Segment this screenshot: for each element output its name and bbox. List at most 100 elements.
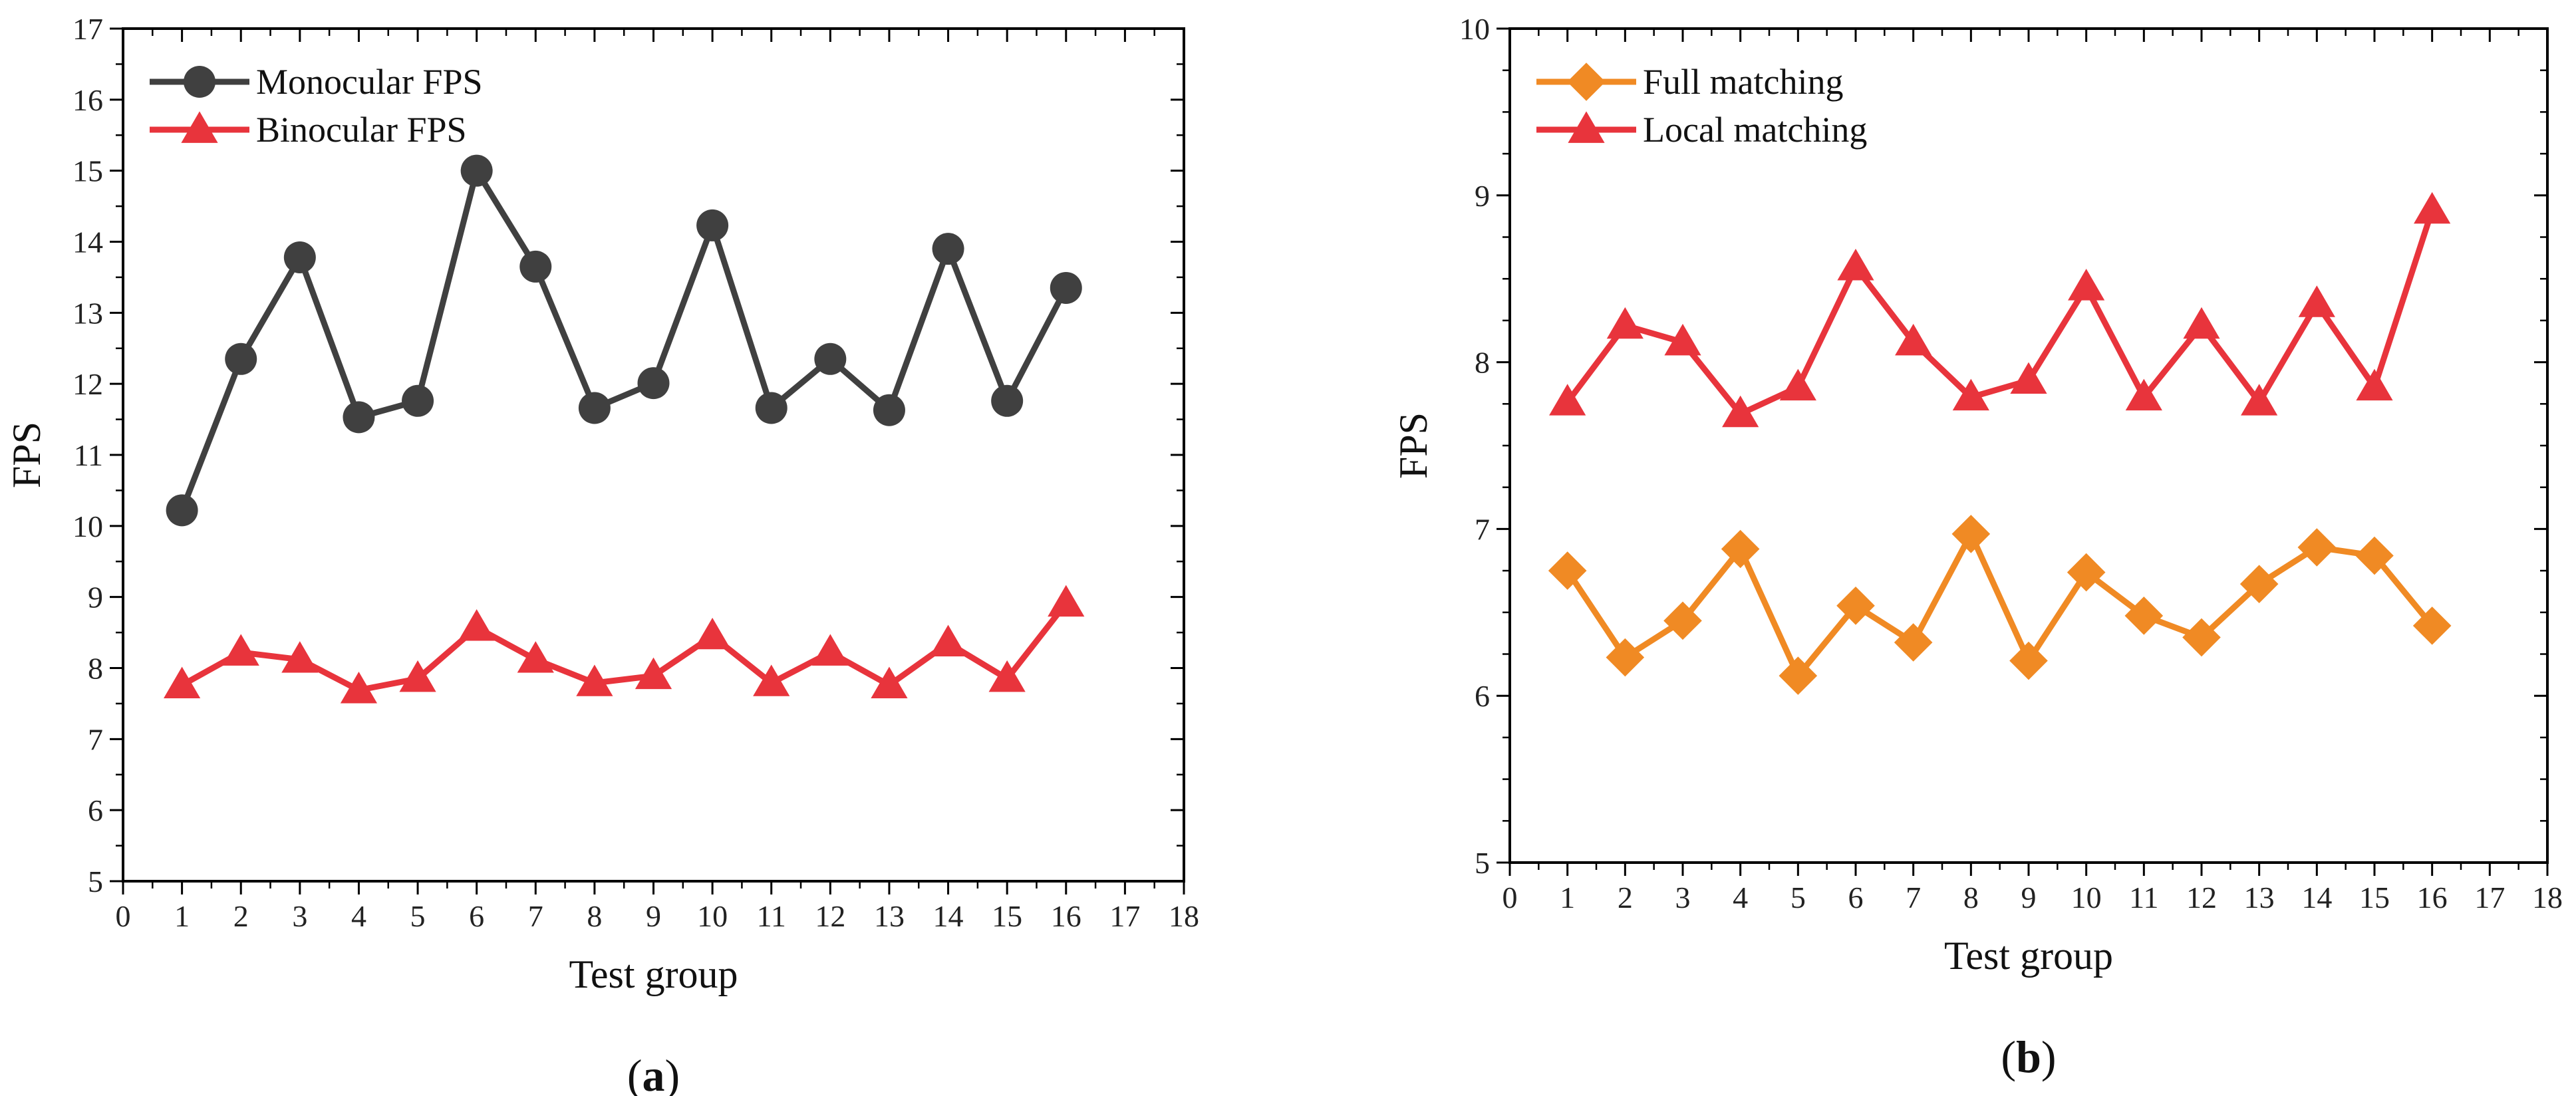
y-tick-label: 11 <box>74 438 103 472</box>
data-point-1 <box>1952 378 1989 411</box>
x-tick-label: 4 <box>1733 881 1748 914</box>
y-tick-label: 8 <box>88 652 103 686</box>
y-tick-label: 10 <box>72 509 103 543</box>
data-point-0 <box>1951 515 1991 553</box>
data-point-1 <box>340 672 378 704</box>
data-point-1 <box>517 641 554 673</box>
data-point-1 <box>2068 269 2105 301</box>
data-point-1 <box>1664 323 1701 356</box>
data-point-1 <box>1606 307 1644 339</box>
data-point-1 <box>2298 285 2335 317</box>
data-point-1 <box>929 624 967 656</box>
legend-label-1: Binocular FPS <box>256 110 467 150</box>
y-tick-label: 7 <box>1475 512 1490 546</box>
data-point-1 <box>1895 323 1932 356</box>
panel-label: b <box>2016 1031 2041 1082</box>
x-tick-label: 10 <box>697 899 728 933</box>
data-point-1 <box>811 634 849 666</box>
data-point-1 <box>694 617 731 650</box>
x-tick-label: 18 <box>2532 881 2563 914</box>
y-tick-label: 17 <box>72 12 103 46</box>
data-point-0 <box>814 342 847 375</box>
series-line-1 <box>1565 209 2435 417</box>
x-tick-label: 5 <box>410 899 426 933</box>
x-tick-label: 3 <box>1675 881 1691 914</box>
x-tick-label: 11 <box>2129 881 2158 914</box>
x-tick-label: 12 <box>815 899 845 933</box>
x-tick-label: 14 <box>933 899 964 933</box>
x-tick-label: 2 <box>233 899 249 933</box>
data-point-1 <box>164 666 201 699</box>
x-tick-label: 1 <box>174 899 190 933</box>
legend-label-0: Monocular FPS <box>256 62 483 102</box>
data-point-0 <box>2412 607 2452 645</box>
data-point-1 <box>2010 362 2047 394</box>
x-tick-label: 6 <box>469 899 484 933</box>
x-tick-label: 5 <box>1790 881 1806 914</box>
data-point-1 <box>2125 378 2162 411</box>
x-tick-label: 10 <box>2071 881 2102 914</box>
data-point-1 <box>2414 192 2451 224</box>
data-point-0 <box>755 392 787 424</box>
data-point-0 <box>1779 656 1818 695</box>
x-tick-label: 14 <box>2301 881 2332 914</box>
panel-label: a <box>643 1050 665 1096</box>
y-axis-title: FPS <box>5 422 49 488</box>
data-point-0 <box>1894 623 1933 662</box>
data-point-0 <box>1663 601 1702 640</box>
y-tick-label: 7 <box>88 722 103 756</box>
data-point-0 <box>1548 551 1587 590</box>
x-tick-label: 18 <box>1169 899 1199 933</box>
data-point-1 <box>1048 585 1085 617</box>
x-tick-label: 13 <box>2244 881 2275 914</box>
x-tick-label: 13 <box>874 899 905 933</box>
data-point-0 <box>2355 536 2394 575</box>
y-tick-label: 6 <box>88 793 103 827</box>
data-point-1 <box>2241 384 2278 416</box>
x-tick-label: 16 <box>2417 881 2448 914</box>
y-axis-title: FPS <box>1391 412 1435 479</box>
x-axis-title: Test group <box>569 952 738 996</box>
x-tick-label: 8 <box>1963 881 1979 914</box>
series-line-0 <box>179 168 1069 511</box>
y-tick-label: 8 <box>1475 346 1490 380</box>
data-point-0 <box>402 384 434 417</box>
data-point-0 <box>696 209 729 241</box>
panel-caption: (b) <box>2001 1031 2056 1082</box>
x-tick-label: 2 <box>1618 881 1633 914</box>
x-tick-label: 17 <box>1109 899 1140 933</box>
data-point-0 <box>1721 529 1760 569</box>
x-tick-label: 7 <box>528 899 543 933</box>
data-point-0 <box>1606 638 1645 677</box>
y-tick-label: 10 <box>1459 12 1490 46</box>
data-point-1 <box>458 609 496 641</box>
data-point-0 <box>2009 641 2048 680</box>
legend-marker-1 <box>1568 111 1605 143</box>
data-point-0 <box>637 367 670 400</box>
data-point-1 <box>2183 307 2220 339</box>
data-point-0 <box>991 384 1024 417</box>
x-tick-label: 16 <box>1051 899 1081 933</box>
data-point-1 <box>222 634 259 666</box>
data-point-1 <box>1779 368 1816 401</box>
y-tick-label: 13 <box>72 296 103 330</box>
x-tick-label: 0 <box>116 899 131 933</box>
legend-label-0: Full matching <box>1643 62 1843 102</box>
data-point-0 <box>460 154 493 187</box>
data-point-0 <box>2239 565 2279 603</box>
x-tick-label: 1 <box>1560 881 1575 914</box>
data-point-0 <box>1836 586 1875 625</box>
data-point-1 <box>399 660 436 692</box>
data-point-0 <box>283 241 316 274</box>
series-line-0 <box>1564 531 2435 679</box>
data-point-0 <box>166 494 198 527</box>
data-point-0 <box>2182 618 2221 657</box>
series-line-1 <box>180 601 1069 694</box>
data-point-0 <box>1050 271 1082 304</box>
panel-caption: (a) <box>627 1050 680 1096</box>
x-tick-label: 9 <box>2021 881 2037 914</box>
y-tick-label: 9 <box>1475 179 1490 213</box>
legend-label-1: Local matching <box>1643 110 1867 150</box>
legend-marker-0 <box>1567 63 1606 101</box>
